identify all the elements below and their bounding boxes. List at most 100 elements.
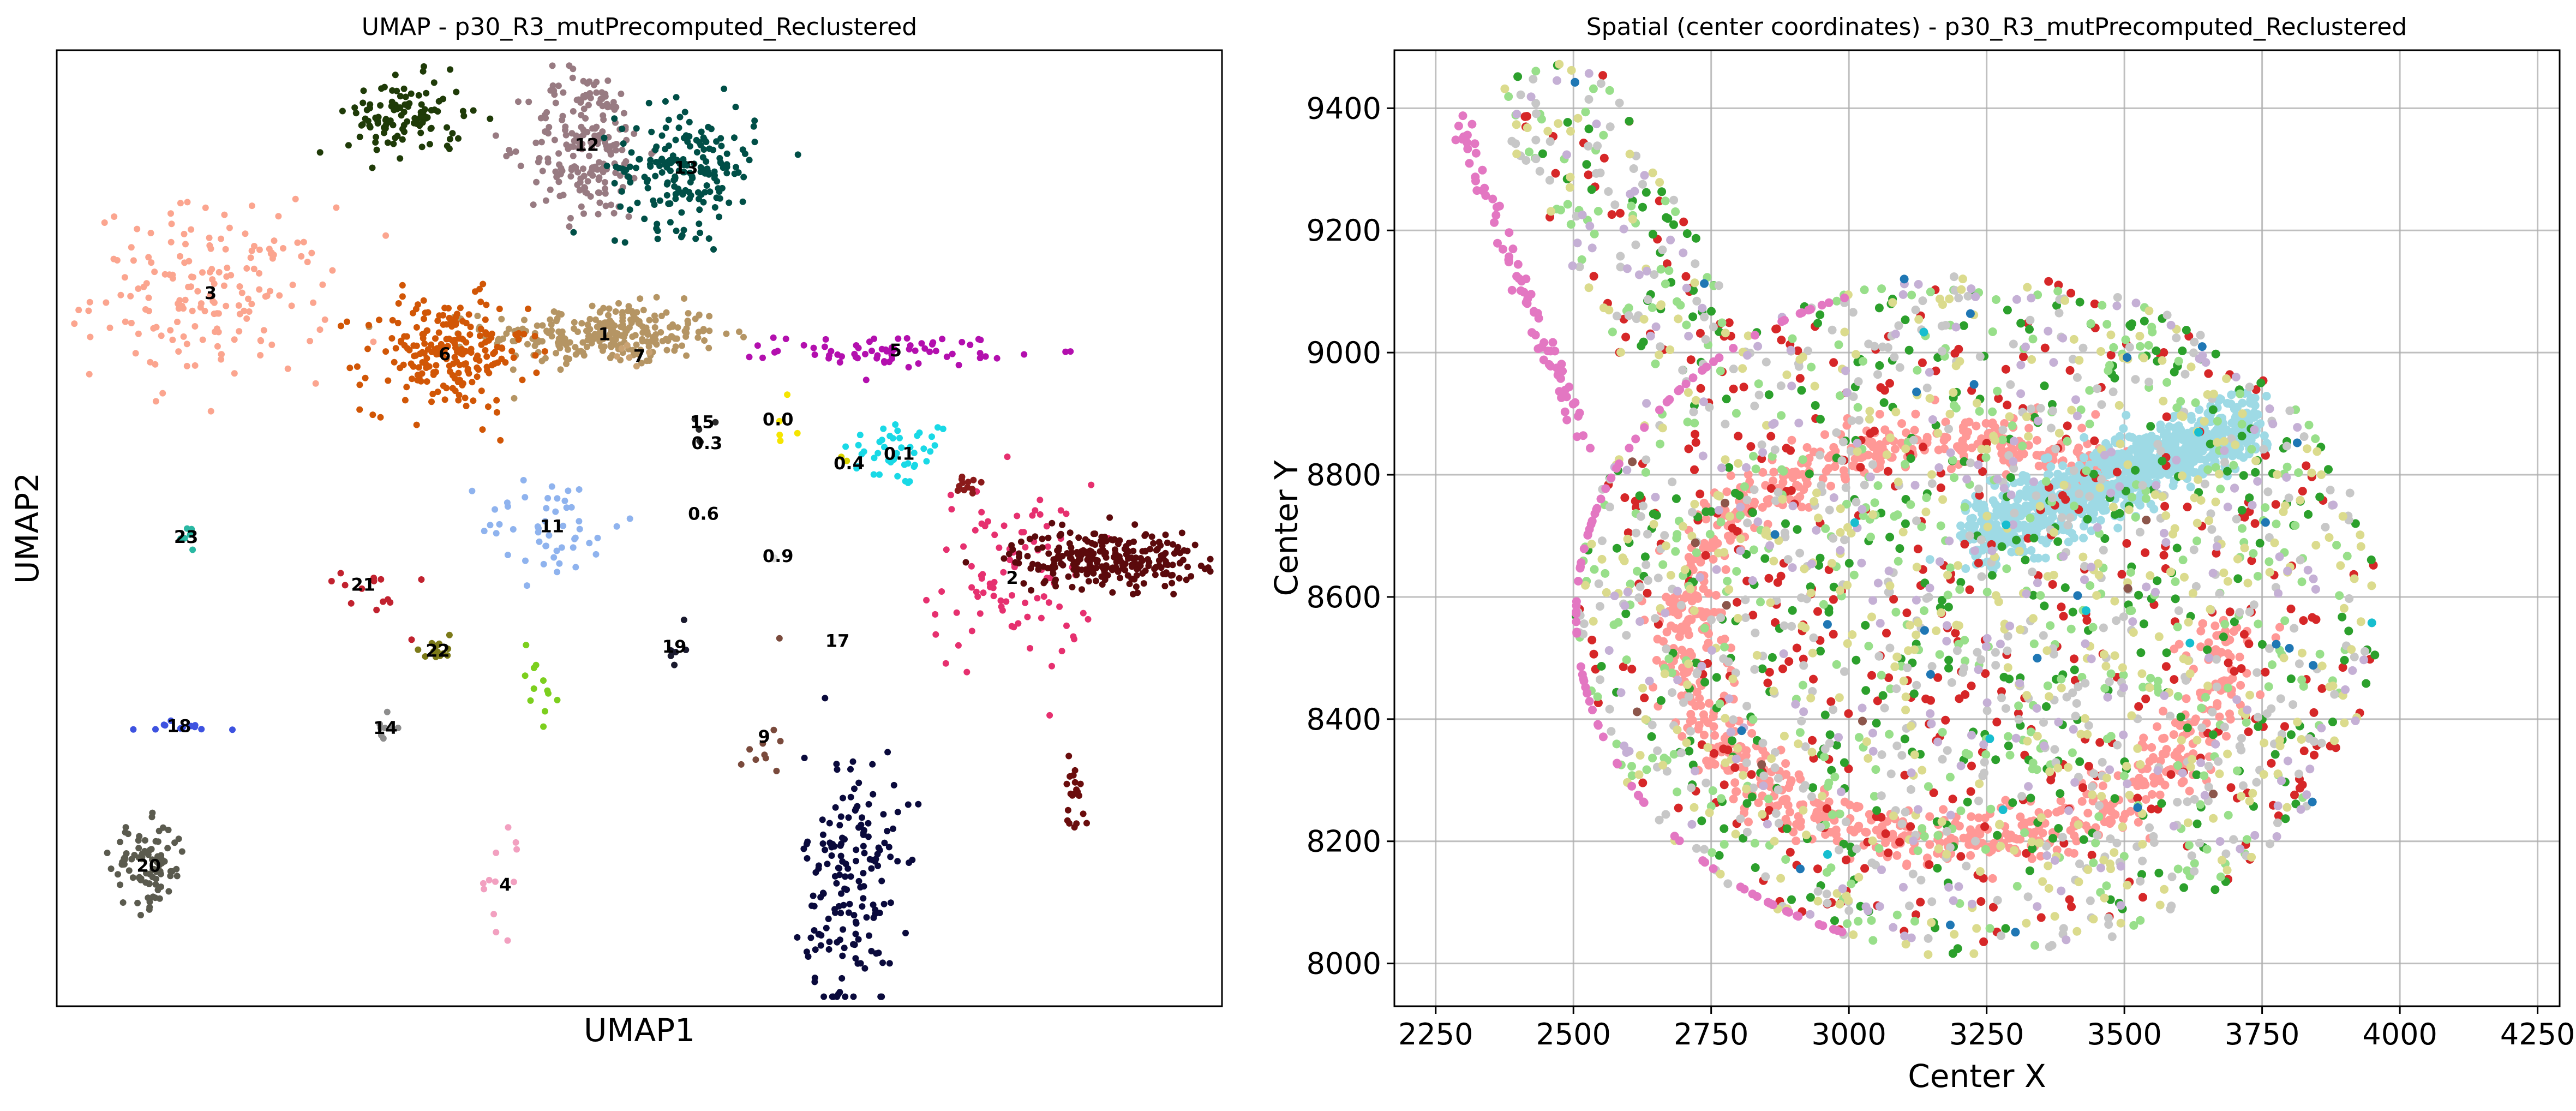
umap-point (1032, 507, 1039, 514)
umap-point (996, 544, 1003, 551)
umap-point (596, 199, 603, 206)
spatial-point (2239, 471, 2248, 480)
spatial-point (2170, 367, 2179, 377)
umap-point (794, 934, 801, 941)
umap-point (615, 300, 622, 307)
umap-point (444, 124, 451, 131)
umap-point (842, 993, 849, 1000)
umap-point (319, 281, 326, 288)
spatial-point (2065, 895, 2074, 904)
spatial-point (1860, 864, 1870, 873)
umap-point (376, 721, 383, 727)
umap-point (663, 164, 670, 171)
spatial-point (1872, 719, 1881, 728)
umap-point (260, 327, 267, 334)
umap-point (654, 220, 661, 228)
umap-point (1141, 532, 1148, 539)
spatial-point (2343, 552, 2352, 561)
spatial-point (2204, 369, 2213, 378)
umap-point (135, 330, 142, 337)
spatial-point (2141, 795, 2150, 804)
umap-point (1177, 559, 1184, 566)
umap-point (194, 288, 201, 295)
spatial-point (2046, 462, 2056, 471)
spatial-point (2102, 734, 2112, 744)
spatial-point (2149, 755, 2158, 764)
spatial-point (2169, 730, 2178, 739)
umap-point (1077, 780, 1084, 787)
umap-point (847, 793, 854, 801)
umap-point (854, 463, 861, 470)
umap-point (1129, 562, 1136, 568)
umap-point (1037, 511, 1044, 518)
umap-point (599, 128, 606, 135)
umap-point (478, 387, 485, 395)
umap-point (329, 267, 336, 274)
spatial-point (1656, 696, 1666, 705)
umap-point (721, 85, 728, 92)
umap-point (146, 904, 153, 911)
spatial-point (2153, 722, 2161, 731)
spatial-point (1691, 701, 1700, 710)
spatial-point (1890, 445, 1900, 453)
spatial-point (1726, 643, 1735, 653)
spatial-point (1786, 446, 1795, 455)
umap-point (146, 880, 153, 887)
spatial-point (1830, 916, 1839, 925)
umap-point (384, 708, 391, 715)
spatial-point (2271, 750, 2280, 759)
spatial-point (1826, 697, 1836, 706)
spatial-point (2143, 764, 2152, 773)
spatial-point (2170, 675, 2179, 684)
umap-point (612, 308, 619, 315)
umap-point (1088, 540, 1095, 547)
spatial-point (2160, 733, 2169, 743)
umap-point (486, 876, 493, 883)
umap-point (894, 809, 901, 816)
umap-point (189, 307, 196, 314)
umap-point (694, 189, 702, 196)
spatial-point (1993, 386, 2002, 396)
spatial-point (2012, 882, 2022, 891)
umap-point (207, 408, 214, 415)
umap-point (705, 344, 712, 351)
umap-point (415, 364, 422, 371)
umap-point (978, 509, 985, 516)
spatial-point (1787, 486, 1796, 495)
umap-point (650, 197, 657, 204)
umap-point (532, 352, 539, 359)
spatial-point (1709, 554, 1718, 564)
umap-point (236, 328, 243, 335)
umap-point (837, 852, 844, 859)
spatial-point (1944, 602, 1953, 612)
umap-point (1079, 586, 1085, 593)
umap-point (1069, 792, 1076, 799)
umap-point (777, 437, 784, 444)
umap-point (641, 216, 648, 223)
spatial-point (1723, 576, 1732, 586)
umap-point (446, 631, 453, 638)
spatial-point (1590, 229, 1599, 238)
spatial-point (1843, 919, 1852, 928)
umap-point (901, 461, 908, 468)
umap-point (600, 169, 607, 176)
umap-point (625, 303, 632, 310)
spatial-point (1918, 443, 1927, 452)
spatial-point (2057, 602, 2066, 612)
umap-point (351, 104, 358, 111)
spatial-point (1895, 544, 1904, 553)
umap-point (859, 903, 866, 910)
umap-point (693, 149, 700, 156)
umap-point (381, 725, 388, 731)
umap-point (1065, 573, 1072, 580)
umap-point (575, 145, 582, 152)
umap-point (1098, 534, 1105, 541)
umap-point (818, 932, 825, 939)
spatial-point (2197, 703, 2206, 713)
umap-point (673, 94, 680, 101)
umap-point (862, 377, 870, 384)
spatial-point (1897, 419, 1906, 428)
umap-point (1040, 593, 1047, 600)
umap-point (618, 91, 625, 97)
umap-point (811, 975, 818, 981)
